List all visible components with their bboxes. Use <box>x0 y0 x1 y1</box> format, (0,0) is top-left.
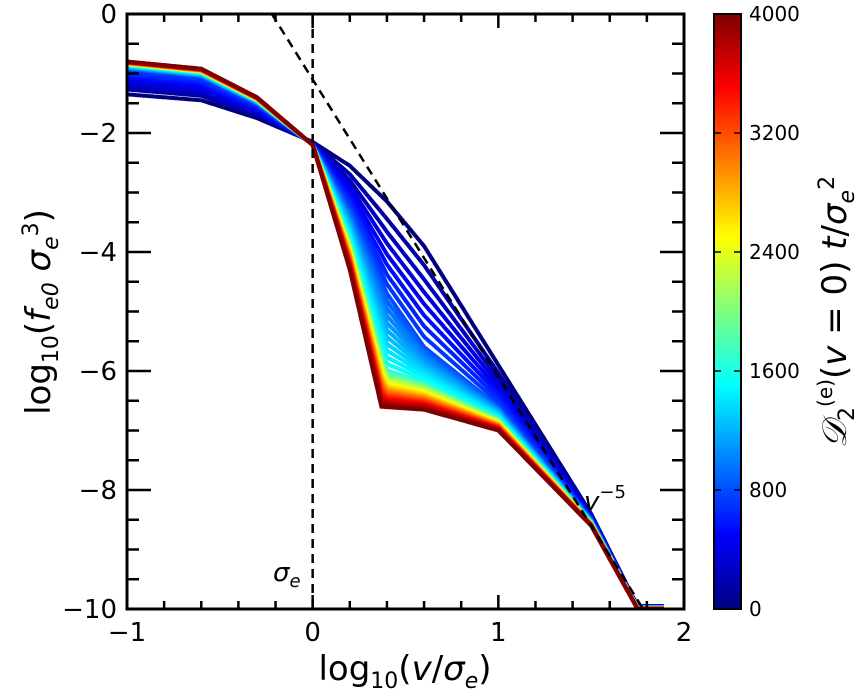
colorbar-tick-label: 1600 <box>749 359 800 383</box>
y-tick-label: −4 <box>79 238 117 268</box>
y-tick-labels: 0 −2 −4 −6 −8 −10 <box>62 0 117 625</box>
colorbar-ticks: 0 800 1600 2400 3200 4000 <box>714 2 800 621</box>
x-tick-label: −1 <box>108 618 146 648</box>
y-tick-label: −2 <box>79 119 117 149</box>
x-tick-label: 2 <box>676 618 693 648</box>
distribution-curve <box>127 72 664 609</box>
curves <box>127 59 664 609</box>
colorbar-tick-label: 800 <box>749 478 787 502</box>
x-tick-labels: −1 0 1 2 <box>108 618 692 648</box>
axis-ticks <box>125 12 686 611</box>
sigma-e-annotation: σe <box>273 558 301 592</box>
y-tick-label: 0 <box>100 0 117 30</box>
colorbar-tick-label: 3200 <box>749 121 800 145</box>
y-tick-label: −10 <box>62 595 117 625</box>
x-tick-label: 0 <box>304 618 321 648</box>
colorbar-label: 𝒟2(e)(v = 0) t/σe2 <box>813 176 860 448</box>
power-law-reference-line <box>270 14 645 609</box>
y-tick-label: −6 <box>79 357 117 387</box>
power-law-annotation: v−5 <box>584 482 626 517</box>
distribution-curve <box>127 59 664 609</box>
distribution-curve <box>127 64 664 609</box>
reference-lines <box>270 14 645 609</box>
x-tick-label: 1 <box>490 618 507 648</box>
colorbar-tick-label: 0 <box>749 597 762 621</box>
y-axis-label: log10(fe0 σe3) <box>19 209 64 415</box>
colorbar <box>713 13 742 610</box>
x-axis-label: log10(v/σe) <box>318 649 491 692</box>
y-tick-label: −8 <box>79 476 117 506</box>
colorbar-tick-label: 4000 <box>749 2 800 26</box>
colorbar-tick-label: 2400 <box>749 240 800 264</box>
